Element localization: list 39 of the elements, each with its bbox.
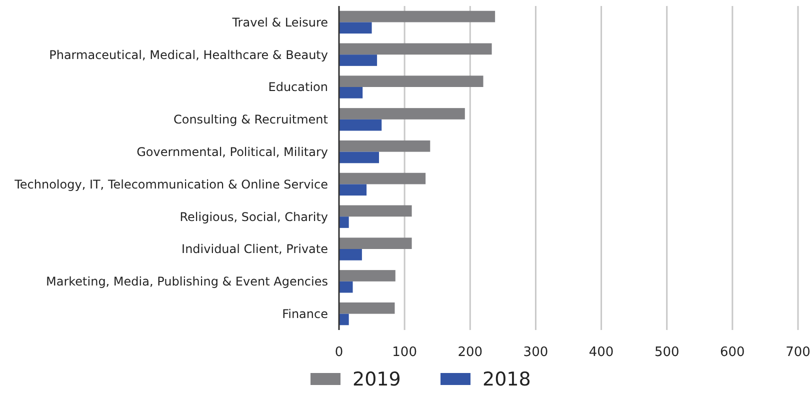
bar xyxy=(339,87,363,98)
y-tick-label: Technology, IT, Telecommunication & Online Service xyxy=(14,177,328,192)
x-tick-label: 500 xyxy=(654,345,680,360)
x-tick-label: 0 xyxy=(334,345,344,360)
bar xyxy=(339,54,378,66)
x-tick-label: 700 xyxy=(786,345,810,360)
y-tick-label: Pharmaceutical, Medical, Healthcare & Beauty xyxy=(49,48,328,62)
bar xyxy=(339,205,412,217)
bar xyxy=(339,302,395,314)
legend-label: 2019 xyxy=(352,368,401,391)
x-tick-label: 600 xyxy=(720,345,745,360)
x-tick-label: 300 xyxy=(523,345,548,360)
y-tick-label: Consulting & Recruitment xyxy=(173,112,328,127)
bar xyxy=(339,108,465,120)
bar xyxy=(339,172,426,184)
bar xyxy=(339,249,362,260)
y-tick-label: Finance xyxy=(282,307,328,321)
y-tick-label: Marketing, Media, Publishing & Event Agencies xyxy=(46,274,328,289)
y-tick-label: Governmental, Political, Military xyxy=(136,145,328,159)
bar xyxy=(339,22,372,34)
x-tick-label: 200 xyxy=(458,345,483,360)
bar xyxy=(339,152,379,164)
x-tick-label: 100 xyxy=(392,345,417,360)
bar xyxy=(339,184,367,196)
bar xyxy=(339,119,382,131)
bar xyxy=(339,43,492,55)
bar xyxy=(339,216,349,228)
bar xyxy=(339,76,484,87)
y-tick-label: Travel & Leisure xyxy=(231,15,328,30)
bar xyxy=(339,238,412,249)
y-tick-label: Education xyxy=(268,80,328,94)
y-tick-label: Individual Client, Private xyxy=(182,242,328,256)
legend-label: 2018 xyxy=(482,368,531,391)
x-tick-label: 400 xyxy=(588,345,614,360)
bar xyxy=(339,10,496,22)
bar xyxy=(339,270,396,282)
bar xyxy=(339,281,353,293)
bar xyxy=(339,140,430,152)
y-tick-label: Religious, Social, Charity xyxy=(180,210,328,224)
